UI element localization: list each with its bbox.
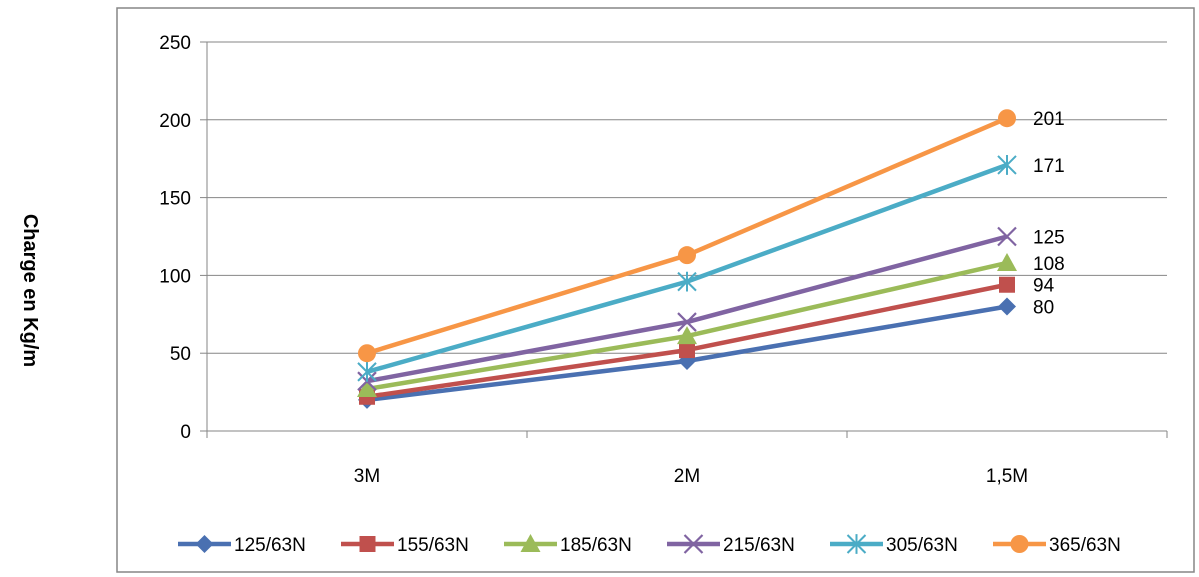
data-point	[997, 252, 1017, 271]
legend-item: 215/63N	[667, 534, 795, 556]
data-point	[357, 378, 377, 397]
axes	[200, 41, 1168, 438]
x-tick-label: 2M	[674, 466, 700, 487]
x-tick-label: 1,5M	[986, 466, 1028, 487]
data-point	[357, 361, 377, 382]
y-tick-labels: 0 50 100 150 200 250	[159, 33, 191, 443]
legend-item: 125/63N	[178, 535, 306, 556]
legend-item: 185/63N	[504, 534, 632, 556]
legend-label: 365/63N	[1049, 535, 1121, 556]
data-point	[677, 312, 697, 332]
data-point	[997, 226, 1017, 247]
data-point	[678, 246, 696, 265]
legend-label: 305/63N	[886, 535, 958, 556]
legend-label: 125/63N	[234, 535, 306, 556]
data-label: 80	[1033, 298, 1054, 319]
y-tick-label: 50	[170, 344, 191, 365]
legend-marker	[846, 534, 867, 554]
data-label: 94	[1033, 276, 1055, 297]
data-point	[998, 109, 1016, 128]
legend: 125/63N 155/63N 185/63N 215/63N 305/63N 365/6…	[178, 534, 1121, 556]
data-label: 171	[1033, 156, 1065, 177]
y-tick-label: 100	[159, 266, 191, 287]
legend-marker	[195, 535, 214, 553]
legend-label: 215/63N	[723, 535, 795, 556]
data-point	[358, 344, 376, 363]
data-point	[679, 342, 695, 359]
data-label: 125	[1033, 228, 1065, 249]
legend-label: 185/63N	[560, 535, 632, 556]
x-tick-labels: 3M 2M 1,5M	[354, 466, 1028, 487]
legend-item: 305/63N	[830, 534, 958, 556]
y-tick-label: 0	[180, 422, 191, 443]
data-label: 108	[1033, 254, 1065, 275]
y-tick-label: 200	[159, 111, 191, 132]
legend-marker	[359, 536, 376, 552]
legend-label: 155/63N	[397, 535, 469, 556]
y-tick-label: 150	[159, 189, 191, 210]
data-label: 201	[1033, 109, 1065, 130]
x-tick-label: 3M	[354, 466, 380, 487]
legend-item: 365/63N	[993, 535, 1121, 556]
series-group	[357, 109, 1017, 409]
data-point	[999, 276, 1015, 293]
data-point	[677, 271, 697, 292]
legend-marker	[683, 534, 704, 554]
data-point	[998, 297, 1016, 316]
data-point	[997, 155, 1017, 175]
legend-marker	[520, 534, 541, 552]
legend-item: 155/63N	[341, 535, 469, 556]
data-point	[677, 326, 697, 345]
legend-marker	[1010, 535, 1029, 553]
y-tick-label: 250	[159, 33, 191, 54]
